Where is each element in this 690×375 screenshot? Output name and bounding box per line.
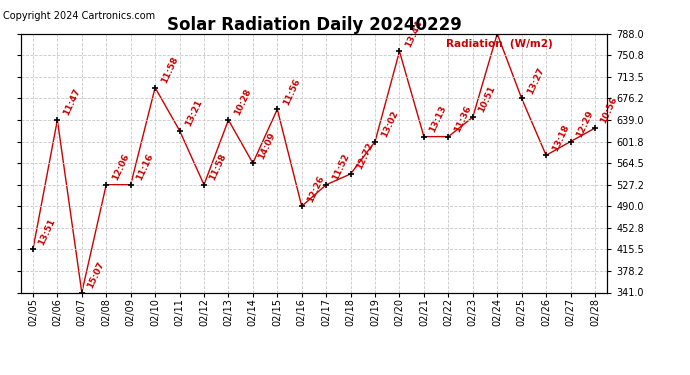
Text: 13:44: 13:44 bbox=[404, 19, 424, 49]
Text: Copyright 2024 Cartronics.com: Copyright 2024 Cartronics.com bbox=[3, 11, 155, 21]
Text: 15:07: 15:07 bbox=[86, 260, 106, 290]
Text: 13:13: 13:13 bbox=[428, 104, 448, 134]
Text: 13:51: 13:51 bbox=[37, 217, 57, 247]
Text: 10:51: 10:51 bbox=[477, 85, 497, 114]
Text: 14:09: 14:09 bbox=[257, 130, 277, 160]
Text: 11:58: 11:58 bbox=[159, 55, 179, 85]
Text: 11:16: 11:16 bbox=[135, 152, 155, 182]
Text: 11:56: 11:56 bbox=[282, 77, 302, 106]
Title: Solar Radiation Daily 20240229: Solar Radiation Daily 20240229 bbox=[166, 16, 462, 34]
Text: 13:21: 13:21 bbox=[184, 98, 204, 128]
Text: 12:26: 12:26 bbox=[306, 174, 326, 204]
Text: 13:27: 13:27 bbox=[526, 66, 546, 96]
Text: 12:29: 12:29 bbox=[575, 109, 595, 139]
Text: Radiation  (W/m2): Radiation (W/m2) bbox=[446, 39, 553, 49]
Text: 11:36: 11:36 bbox=[453, 104, 473, 134]
Text: 12:72: 12:72 bbox=[355, 141, 375, 171]
Text: 10:56: 10:56 bbox=[599, 96, 620, 125]
Text: 13:02: 13:02 bbox=[380, 109, 400, 139]
Text: 11:47: 11:47 bbox=[61, 87, 82, 117]
Text: 12:06: 12:06 bbox=[110, 152, 130, 182]
Text: 10:28: 10:28 bbox=[233, 88, 253, 117]
Text: 11:52: 11:52 bbox=[331, 152, 351, 182]
Text: 13:18: 13:18 bbox=[550, 123, 571, 153]
Text: 11:58: 11:58 bbox=[208, 152, 228, 182]
